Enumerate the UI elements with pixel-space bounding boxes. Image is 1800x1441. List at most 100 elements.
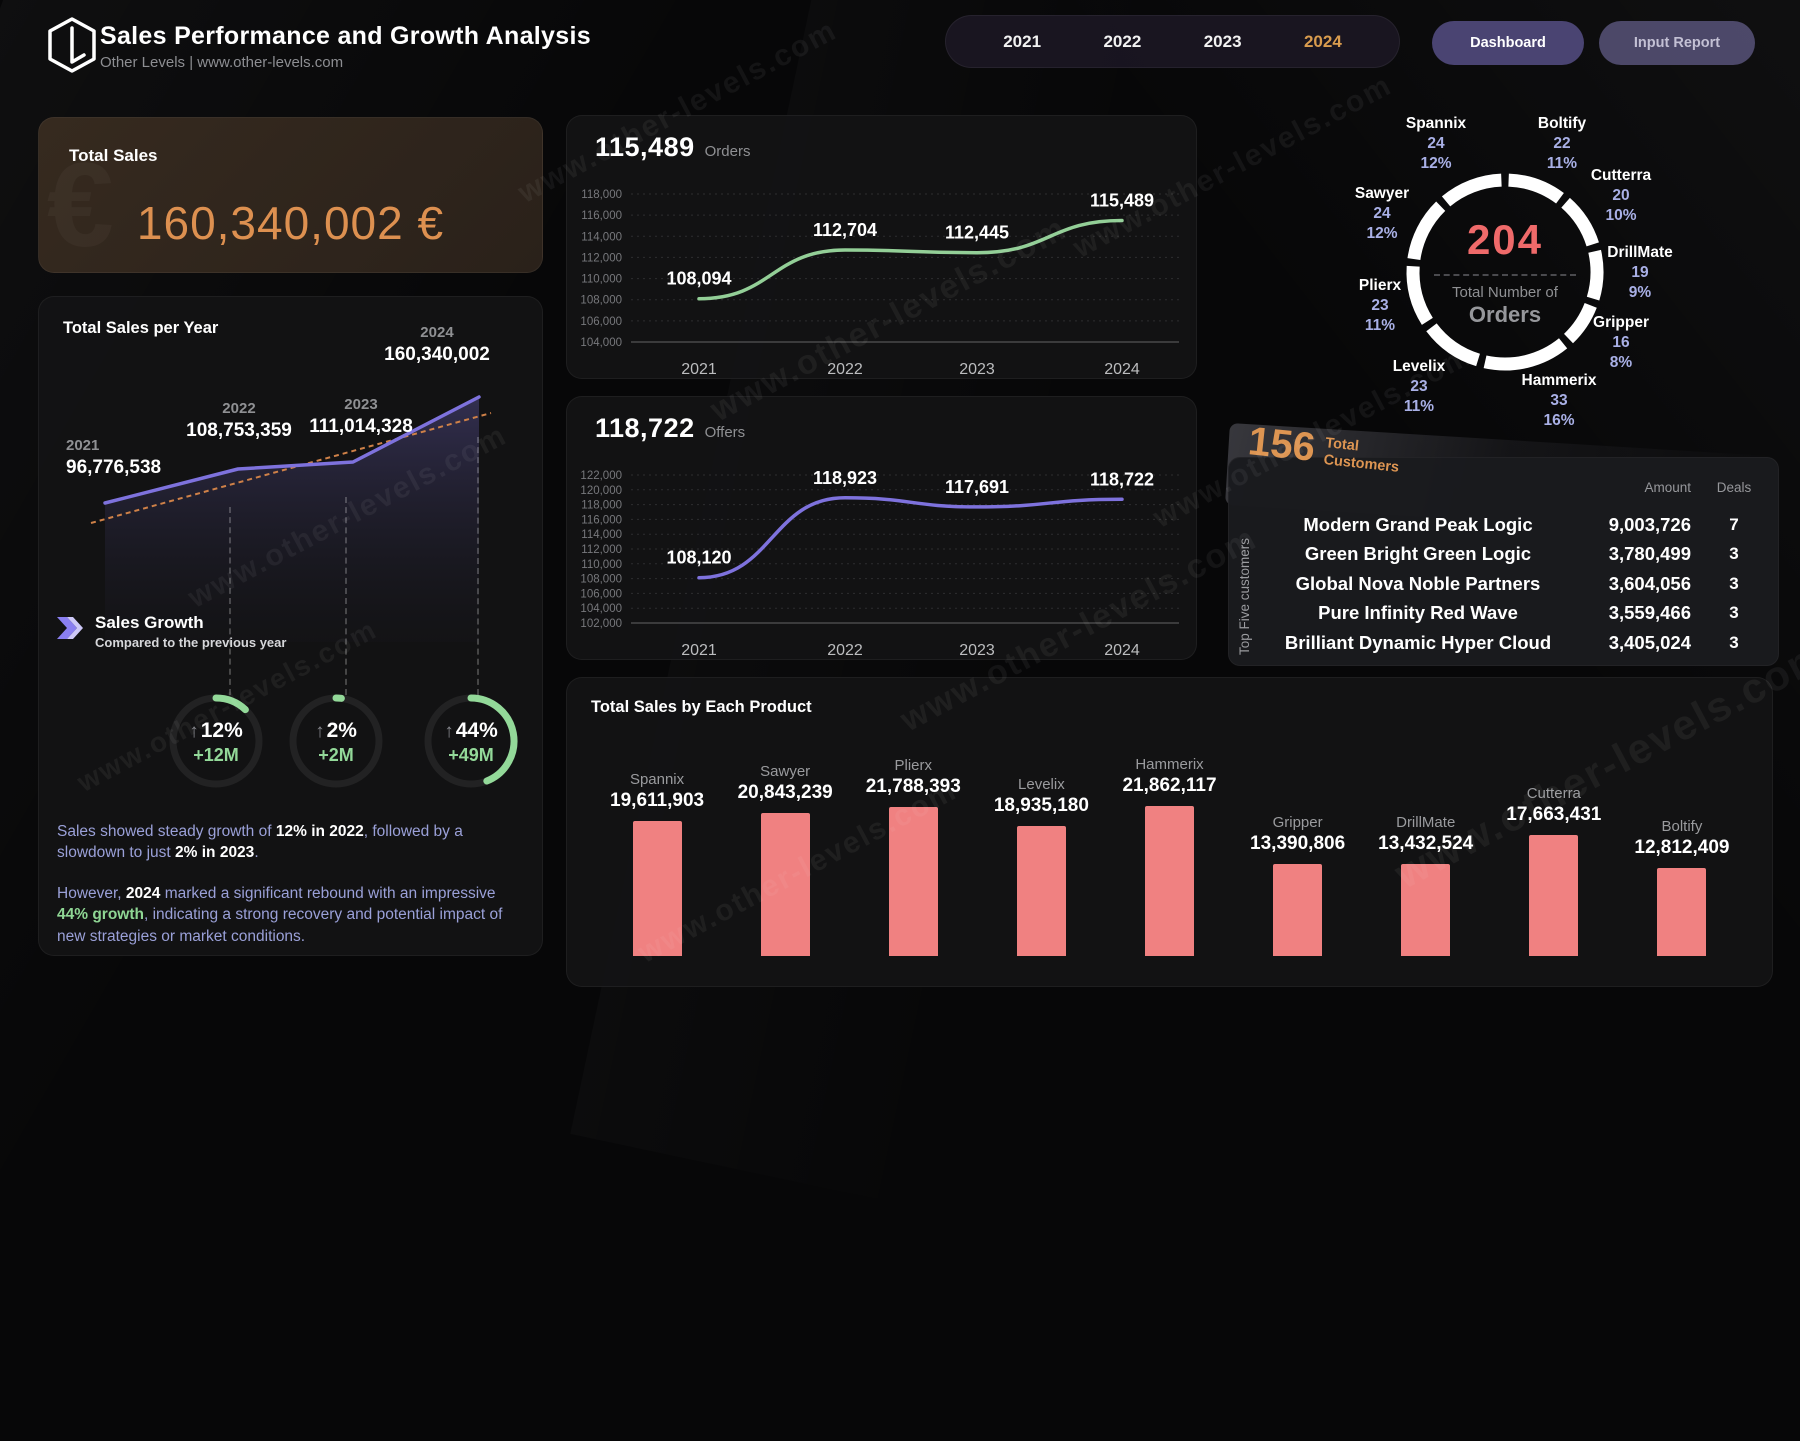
donut-label-name: DrillMate (1607, 243, 1673, 261)
gauge-percent: ↑2% (315, 719, 357, 742)
page-title: Sales Performance and Growth Analysis (100, 22, 591, 50)
customer-name: Global Nova Noble Partners (1295, 572, 1541, 594)
product-bar (632, 821, 682, 956)
product-bar-label: Cutterra 17,663,431 (1506, 784, 1601, 828)
svg-text:115,489: 115,489 (1090, 191, 1154, 211)
gauge-delta: +49M (448, 745, 494, 765)
svg-text:116,000: 116,000 (581, 514, 622, 526)
sales-growth-title: Sales Growth (95, 613, 204, 632)
product-bar-label: Gripper 13,390,806 (1250, 813, 1345, 857)
svg-text:106,000: 106,000 (580, 316, 622, 328)
sales-per-year-card: Total Sales per Year 2021 96,776,538 2022 1… (38, 296, 543, 956)
product-name: Boltify (1661, 817, 1703, 835)
svg-text:2022: 2022 (827, 642, 863, 659)
connector-line (345, 497, 347, 695)
customer-name: Modern Grand Peak Logic (1303, 513, 1533, 535)
donut-label-percent: 12% (1366, 225, 1398, 243)
donut-label-count: 16 (1612, 333, 1630, 351)
donut-label-percent: 11% (1364, 317, 1396, 335)
svg-text:2021: 2021 (681, 642, 717, 659)
svg-text:112,000: 112,000 (581, 252, 622, 264)
dashboard-button[interactable]: Dashboard (1432, 21, 1584, 65)
commentary-paragraph-2: However, 2024 marked a significant rebou… (57, 885, 503, 945)
input-report-button[interactable]: Input Report (1599, 21, 1755, 65)
growth-gauge-1: ↑12% +12M (166, 691, 266, 801)
customers-table-header: Amount Deals (1229, 480, 1774, 495)
customer-amount: 3,780,499 (1608, 543, 1691, 565)
customer-amount: 3,559,466 (1608, 602, 1691, 624)
donut-label-name: Cutterra (1590, 166, 1652, 184)
svg-text:112,445: 112,445 (945, 223, 1009, 243)
product-sales-title: Total Sales by Each Product (591, 698, 812, 716)
product-bar-column-plierx: Plierx 21,788,393 (849, 724, 977, 956)
product-value: 21,862,117 (1122, 775, 1217, 797)
customer-row: Brilliant Dynamic Hyper Cloud 3,405,024 3 (1229, 628, 1774, 658)
customer-deals: 3 (1729, 603, 1739, 623)
gauge-delta: +2M (318, 745, 354, 765)
svg-text:108,094: 108,094 (666, 269, 731, 289)
year-tab-2023[interactable]: 2023 (1203, 31, 1242, 51)
donut-label-spannix: Spannix 24 12% (1406, 114, 1466, 174)
donut-label-name: Levelix (1392, 357, 1446, 375)
year-tab-2022[interactable]: 2022 (1103, 31, 1142, 51)
product-bar-column-levelix: Levelix 18,935,180 (977, 724, 1105, 956)
donut-label-percent: 11% (1403, 398, 1435, 416)
donut-label-sawyer: Sawyer 24 12% (1355, 184, 1409, 244)
svg-text:112,704: 112,704 (813, 220, 877, 240)
svg-text:110,000: 110,000 (581, 274, 622, 286)
donut-center-label-2: Orders (1468, 302, 1542, 327)
deals-column-header: Deals (1716, 480, 1752, 495)
donut-label-name: Boltify (1537, 114, 1587, 132)
year-tab-2021[interactable]: 2021 (1003, 31, 1042, 51)
donut-label-name: Sawyer (1354, 184, 1410, 202)
customer-row: Modern Grand Peak Logic 9,003,726 7 (1229, 510, 1774, 540)
year-value: 96,776,538 (66, 456, 162, 478)
sales-per-year-area-chart (90, 395, 492, 642)
donut-label-count: 24 (1427, 134, 1445, 152)
double-chevron-icon (57, 617, 83, 639)
growth-gauge-2: ↑2% +2M (286, 691, 386, 801)
donut-label-count: 20 (1612, 186, 1630, 204)
sales-growth-subtitle: Compared to the previous year (95, 635, 287, 650)
orders-card: 115,489 Orders 118,000 116,000 114,000 112,… (566, 115, 1197, 379)
product-bar (1401, 864, 1451, 956)
customer-deals: 3 (1729, 632, 1739, 652)
customer-name: Green Bright Green Logic (1304, 543, 1532, 565)
orders-donut-zone: 204 Total Number of Orders Spannix 24 12% B… (1240, 108, 1785, 453)
year-value: 111,014,328 (309, 415, 413, 437)
svg-text:114,000: 114,000 (581, 231, 622, 243)
donut-label-count: 22 (1553, 134, 1571, 152)
gauge-delta: +12M (193, 745, 239, 765)
total-sales-label: Total Sales (69, 146, 158, 165)
customer-deals: 7 (1729, 514, 1739, 534)
orders-headline: 115,489 Orders (595, 132, 750, 163)
customer-deals: 3 (1729, 544, 1739, 564)
donut-label-name: Plierx (1358, 276, 1402, 294)
product-value: 20,843,239 (737, 782, 833, 804)
product-bar-label: Plierx 21,788,393 (866, 756, 961, 800)
donut-label-plierx: Plierx 23 11% (1359, 276, 1401, 336)
arrow-up-icon: ↑ (444, 721, 454, 742)
product-value: 12,812,409 (1634, 837, 1730, 859)
svg-text:117,691: 117,691 (945, 477, 1009, 497)
connector-line (229, 507, 231, 695)
product-bar-column-gripper: Gripper 13,390,806 (1234, 724, 1362, 956)
donut-label-boltify: Boltify 22 11% (1538, 114, 1586, 174)
svg-text:118,000: 118,000 (581, 500, 622, 512)
year-tab-2024[interactable]: 2024 (1303, 31, 1342, 51)
donut-label-percent: 16% (1543, 412, 1575, 430)
product-bar (1144, 806, 1194, 956)
product-bar-column-spannix: Spannix 19,611,903 (593, 724, 721, 956)
year-label: 2021 (66, 437, 100, 454)
svg-text:108,120: 108,120 (666, 548, 731, 568)
product-bar-label: Hammerix 21,862,117 (1122, 755, 1216, 799)
year-tabs: 2021 2022 2023 2024 (945, 15, 1400, 68)
product-bar-column-hammerix: Hammerix 21,862,117 (1105, 724, 1233, 956)
connector-line (477, 437, 479, 695)
orders-total-value: 115,489 (595, 132, 695, 162)
total-customers-value: 156 (1246, 419, 1318, 470)
year-value: 160,340,002 (384, 343, 490, 365)
donut-label-count: 23 (1371, 296, 1389, 314)
product-bar (1529, 835, 1579, 956)
donut-label-count: 23 (1410, 377, 1428, 395)
